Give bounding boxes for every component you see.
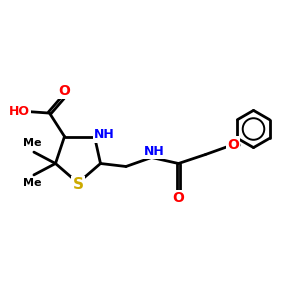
Text: O: O xyxy=(172,191,184,205)
Text: HO: HO xyxy=(9,105,30,118)
Text: NH: NH xyxy=(94,128,115,142)
Text: Me: Me xyxy=(23,139,41,148)
Text: O: O xyxy=(58,84,70,98)
Text: O: O xyxy=(227,138,239,152)
Text: Me: Me xyxy=(23,178,41,188)
Text: NH: NH xyxy=(144,145,165,158)
Text: S: S xyxy=(73,177,83,192)
